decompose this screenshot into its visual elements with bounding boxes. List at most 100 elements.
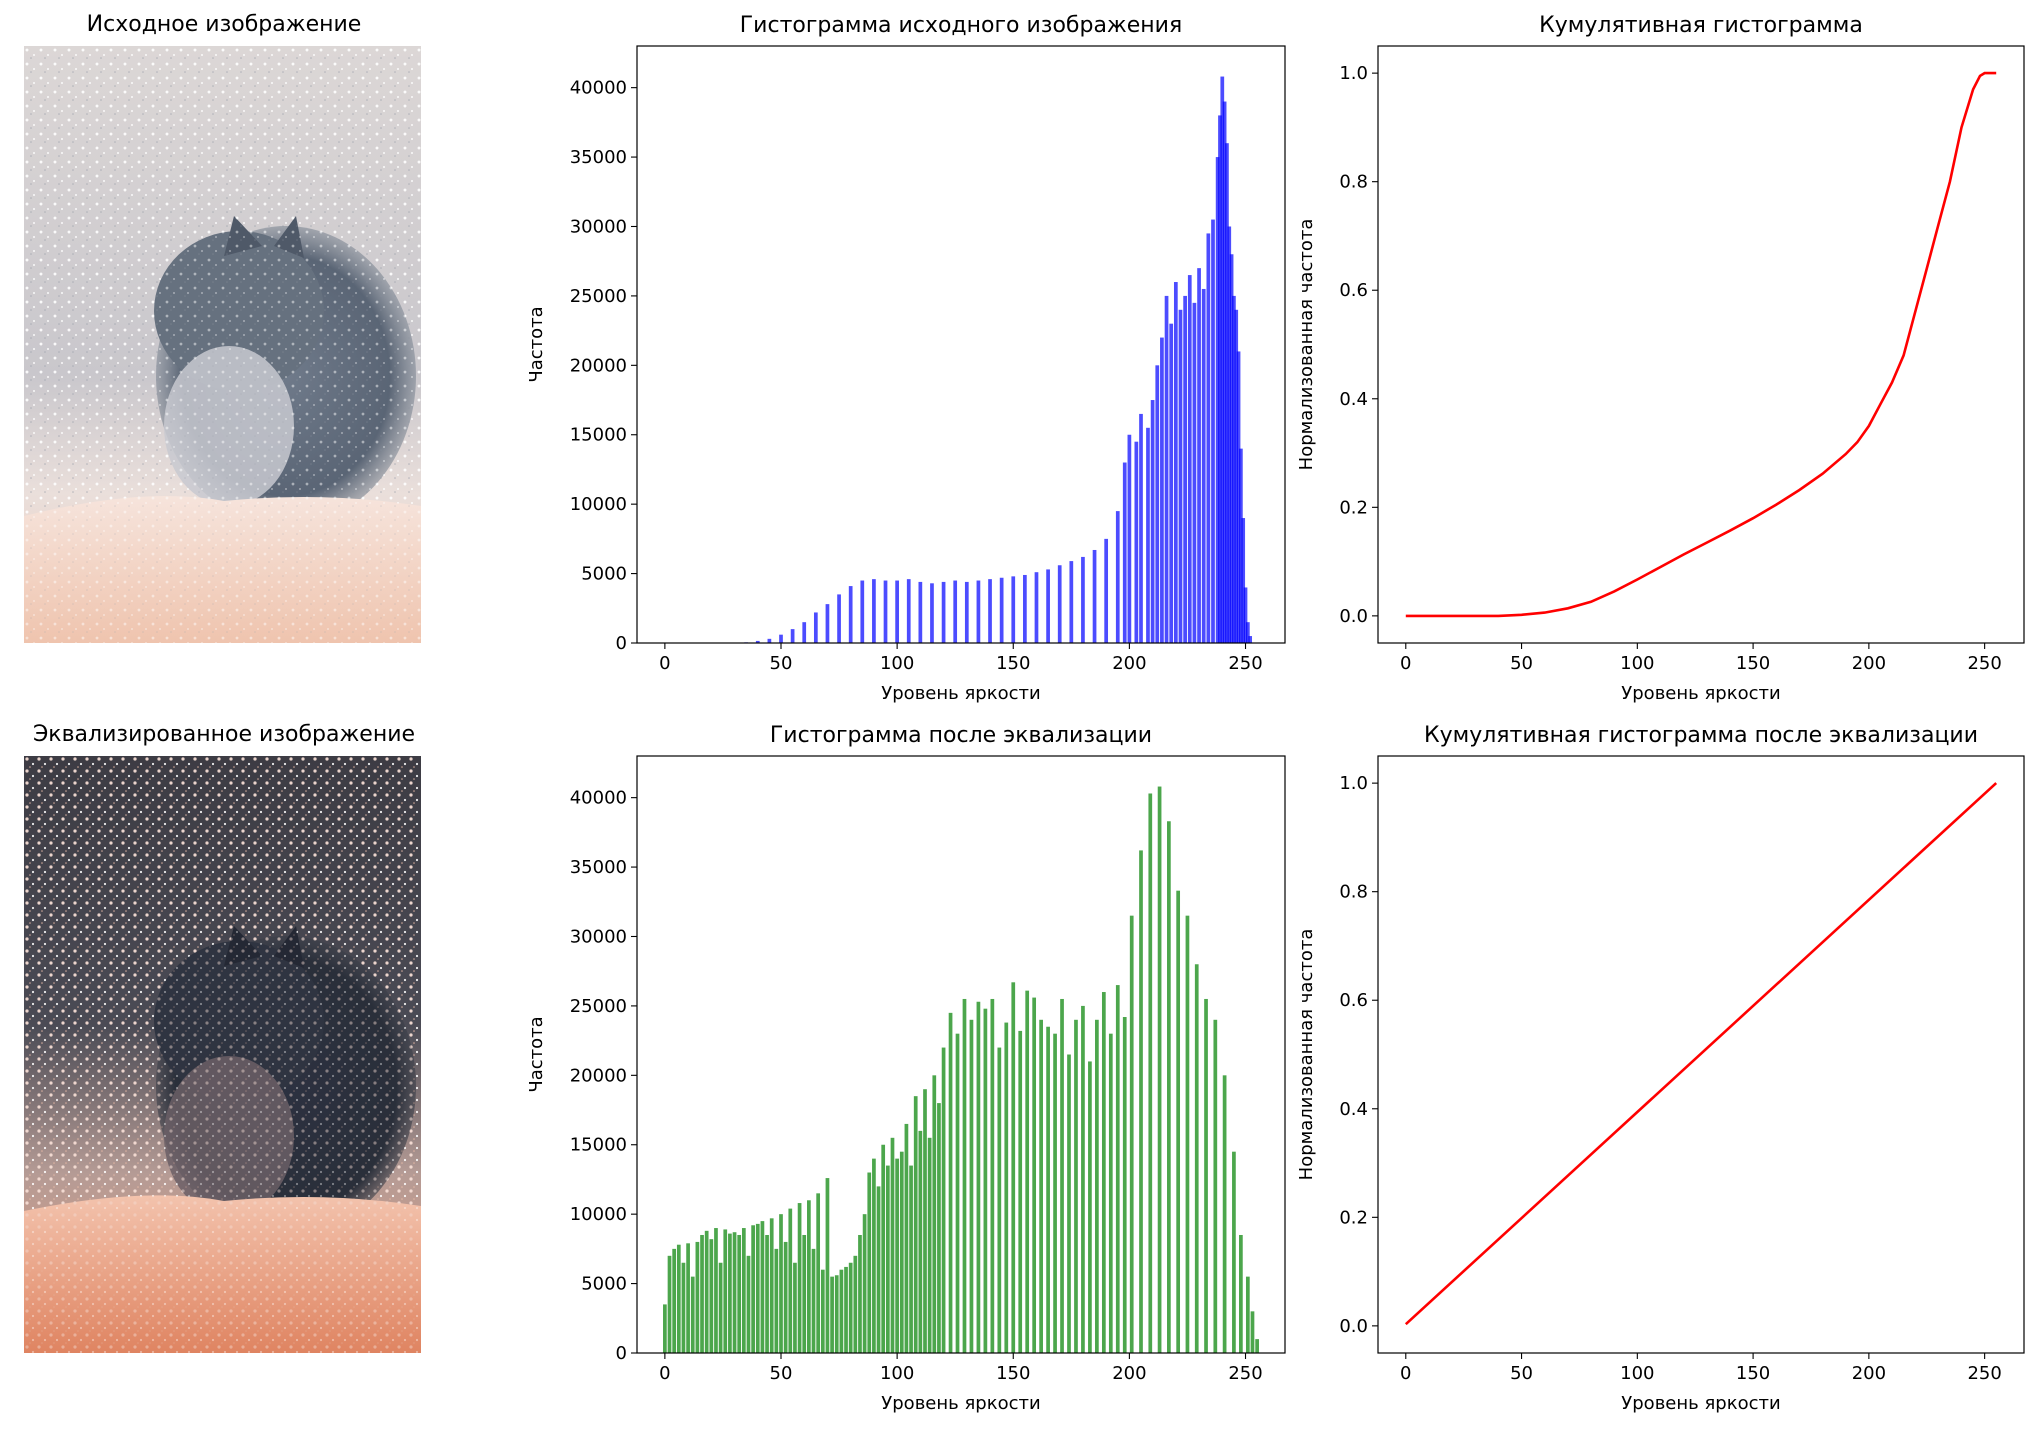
histogram-bar <box>1173 282 1178 643</box>
histogram-bar <box>941 581 946 643</box>
histogram-bar <box>769 1218 774 1353</box>
histogram-bar <box>1034 572 1039 643</box>
x-axis-label: Уровень яркости <box>1621 1393 1780 1414</box>
y-tick-label: 20000 <box>570 355 627 376</box>
histogram-bar <box>825 1178 830 1353</box>
y-tick-label: 30000 <box>570 926 627 947</box>
histogram-bar <box>848 1262 853 1353</box>
original-histogram-chart: Гистограмма исходного изображения 0 50 100 1… <box>526 13 1286 704</box>
histogram-bar <box>1115 985 1120 1353</box>
x-tick-label: 150 <box>1736 653 1770 674</box>
histogram-bar <box>913 1096 918 1353</box>
x-tick-label: 50 <box>770 653 793 674</box>
histogram-bar <box>709 1239 714 1353</box>
histogram-bar <box>918 1130 923 1353</box>
histogram-bar <box>1139 850 1143 1353</box>
histogram-bar <box>1227 226 1232 643</box>
x-tick-label: 150 <box>1736 1363 1770 1384</box>
y-tick-label: 0.4 <box>1339 389 1368 410</box>
histogram-bar <box>1222 101 1227 643</box>
histogram-bar <box>990 998 995 1353</box>
histogram-bar <box>962 998 967 1353</box>
histogram-bar <box>1104 538 1109 643</box>
original-image-title: Исходное изображение <box>86 12 362 37</box>
chart-title: Гистограмма после эквализации <box>770 723 1152 748</box>
y-tick-label: 25000 <box>570 286 627 307</box>
y-axis-label: Нормализованная частота <box>1296 929 1317 1181</box>
y-tick-label: 20000 <box>570 1065 627 1086</box>
equalized-image-title: Эквализированное изображение <box>32 722 416 747</box>
histogram-bar <box>813 612 818 643</box>
histogram-bar <box>1046 1026 1050 1353</box>
histogram-bar <box>895 580 899 643</box>
y-tick-label: 0.2 <box>1339 497 1368 518</box>
histogram-bar <box>746 1255 751 1353</box>
histogram-bar <box>1164 295 1169 643</box>
histogram-bar <box>862 1214 867 1353</box>
histogram-bar <box>1122 462 1127 643</box>
y-tick-label: 0.8 <box>1339 172 1368 193</box>
y-tick-label: 0.6 <box>1339 280 1368 301</box>
histogram-bar <box>1157 786 1162 1353</box>
plot-frame <box>1377 45 2025 644</box>
histogram-bar <box>1245 1276 1250 1353</box>
chart-title: Гистограмма исходного изображения <box>740 13 1182 38</box>
y-tick-label: 0.0 <box>1339 606 1368 627</box>
histogram-bar <box>969 1019 974 1353</box>
histogram-bar <box>802 1234 807 1353</box>
plot-frame <box>636 45 1286 644</box>
y-tick-label: 30000 <box>570 216 627 237</box>
histogram-bar <box>672 1248 677 1353</box>
x-tick-label: 0 <box>1400 653 1411 674</box>
histogram-bar <box>1248 636 1253 643</box>
x-tick-label: 0 <box>659 1363 670 1384</box>
histogram-bar <box>1239 1234 1243 1353</box>
histogram-bar <box>1134 441 1139 643</box>
y-tick-label: 25000 <box>570 996 627 1017</box>
y-tick-label: 0.0 <box>1339 1316 1368 1337</box>
histogram-bar <box>1092 549 1097 643</box>
histogram-bar <box>820 1269 825 1353</box>
histogram-bar <box>976 1001 981 1353</box>
histogram-bar <box>1241 518 1246 643</box>
x-tick-label: 150 <box>996 653 1030 674</box>
equalized-cdf-chart: Кумулятивная гистограмма после эквализац… <box>1296 723 2025 1414</box>
y-tick-label: 35000 <box>570 147 627 168</box>
histogram-bar <box>1069 561 1074 643</box>
histogram-bar <box>760 1221 765 1353</box>
y-tick-label: 15000 <box>570 1135 627 1156</box>
histogram-bar <box>937 1103 941 1353</box>
y-tick-label: 40000 <box>570 78 627 99</box>
histogram-bar <box>839 1269 844 1353</box>
histogram-bar <box>895 1158 899 1353</box>
histogram-bar <box>1122 1017 1127 1353</box>
histogram-bar <box>695 1241 700 1353</box>
cdf-line <box>1404 782 1998 1326</box>
histogram-bar <box>983 1008 988 1353</box>
histogram-bar <box>1243 587 1248 643</box>
histogram-bar <box>1039 1019 1043 1353</box>
histogram-bar <box>1183 295 1187 643</box>
histogram-bar <box>1176 890 1181 1353</box>
histogram-bar <box>779 634 783 643</box>
x-tick-label: 100 <box>880 653 914 674</box>
histogram-bar <box>830 1276 834 1353</box>
histogram-bar <box>899 1151 904 1353</box>
histogram-bar <box>860 580 865 643</box>
x-tick-label: 250 <box>1228 653 1262 674</box>
histogram-bar <box>941 1047 946 1353</box>
histogram-bar <box>1095 1019 1099 1353</box>
histogram-bar <box>1206 233 1211 643</box>
histogram-bar <box>1192 302 1197 643</box>
histogram-bar <box>676 1244 681 1353</box>
x-tick-label: 200 <box>1112 653 1146 674</box>
histogram-bar <box>881 1144 886 1353</box>
histogram-bar <box>1074 1019 1078 1353</box>
plot-frame <box>1377 755 2025 1354</box>
histogram-bar <box>751 1225 755 1353</box>
y-axis-label: Частота <box>526 1016 547 1092</box>
histogram-bar <box>1023 574 1027 643</box>
histogram-bar <box>867 1172 872 1353</box>
histogram-bar <box>1004 1022 1009 1353</box>
histogram-bar <box>1081 1005 1085 1353</box>
